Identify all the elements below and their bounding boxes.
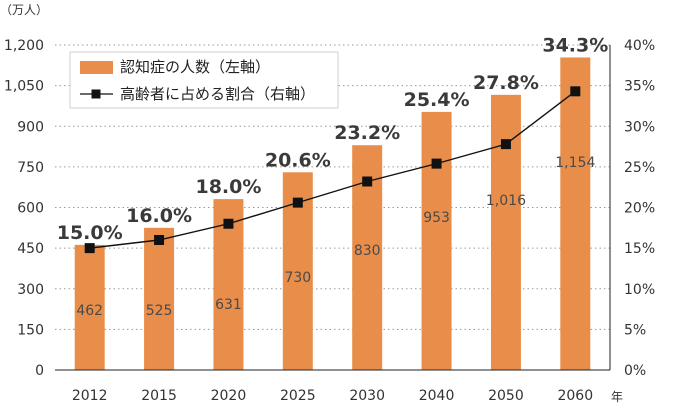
bar-value-label: 830	[354, 243, 381, 259]
legend-frame	[69, 51, 339, 109]
percentage-label: 16.0%	[126, 205, 192, 227]
line-point-marker	[431, 158, 442, 169]
right-y-tick-label: 0%	[624, 363, 646, 379]
line-point-marker	[84, 243, 95, 254]
x-axis-unit-label: 年	[611, 390, 623, 404]
bar-value-label: 730	[284, 270, 311, 286]
x-tick-label: 2012	[72, 388, 108, 404]
bar-value-label: 631	[215, 297, 242, 313]
legend-bar-swatch	[80, 61, 113, 74]
bar-value-label: 1,154	[555, 155, 595, 171]
line-layer	[84, 86, 581, 254]
x-tick-label: 2050	[488, 388, 524, 404]
bar-value-label: 1,016	[486, 193, 526, 209]
bar	[144, 227, 175, 370]
x-tick-label: 2060	[557, 388, 593, 404]
left-axis-unit-label: （万人）	[0, 3, 48, 17]
legend-line-label: 高齢者に占める割合（右軸）	[120, 85, 315, 103]
percentage-label: 18.0%	[195, 176, 261, 198]
left-y-tick-label: 1,200	[4, 38, 44, 54]
right-y-tick-label: 30%	[624, 119, 655, 135]
label-layer: 462 525 631 730 830 953 1,016 1,154 15.0%16.0%18…	[57, 34, 609, 319]
percentage-label: 34.3%	[542, 34, 608, 56]
x-tick-label: 2040	[419, 388, 455, 404]
line-point-marker	[500, 139, 511, 150]
left-y-tick-label: 750	[17, 160, 44, 176]
percentage-line	[89, 90, 576, 249]
bar	[74, 244, 105, 370]
right-y-tick-label: 5%	[624, 322, 646, 338]
left-y-tick-label: 600	[17, 201, 44, 217]
right-y-tick-label: 20%	[624, 201, 655, 217]
x-tick-label: 2020	[211, 388, 247, 404]
legend-bar-label: 認知症の人数（左軸）	[120, 58, 270, 76]
left-y-tick-label: 150	[17, 322, 44, 338]
bar-value-label: 525	[146, 303, 173, 319]
right-y-tick-label: 10%	[624, 282, 655, 298]
percentage-label: 25.4%	[404, 89, 470, 111]
percentage-label: 23.2%	[334, 122, 400, 144]
right-y-tick-label: 40%	[624, 38, 655, 54]
line-point-marker	[223, 218, 234, 229]
left-y-tick-label: 1,050	[4, 79, 44, 95]
line-point-marker	[570, 86, 581, 97]
right-y-tick-label: 15%	[624, 241, 655, 257]
bar-value-label: 953	[423, 210, 450, 226]
line-point-marker	[292, 197, 303, 208]
legend: 認知症の人数（左軸） 高齢者に占める割合（右軸）	[69, 51, 339, 109]
x-tick-label: 2025	[280, 388, 316, 404]
left-y-tick-label: 300	[17, 282, 44, 298]
right-y-tick-label: 25%	[624, 160, 655, 176]
percentage-label: 20.6%	[265, 149, 331, 171]
axis-layer: 0 150 300 450 600 750 900 1,050 1,200 0% 5% 10% 15% 2…	[4, 38, 655, 404]
bar	[421, 111, 452, 370]
x-tick-label: 2015	[141, 388, 177, 404]
percentage-label: 27.8%	[473, 72, 539, 94]
legend-line-marker	[91, 89, 101, 99]
left-y-tick-label: 900	[17, 119, 44, 135]
left-y-tick-label: 450	[17, 241, 44, 257]
left-y-tick-label: 0	[35, 363, 44, 379]
bar-value-label: 462	[76, 303, 103, 319]
x-tick-label: 2030	[349, 388, 385, 404]
bar	[560, 57, 591, 370]
line-point-marker	[362, 176, 373, 187]
right-y-tick-label: 35%	[624, 79, 655, 95]
percentage-label: 15.0%	[57, 222, 123, 244]
line-point-marker	[154, 235, 165, 245]
